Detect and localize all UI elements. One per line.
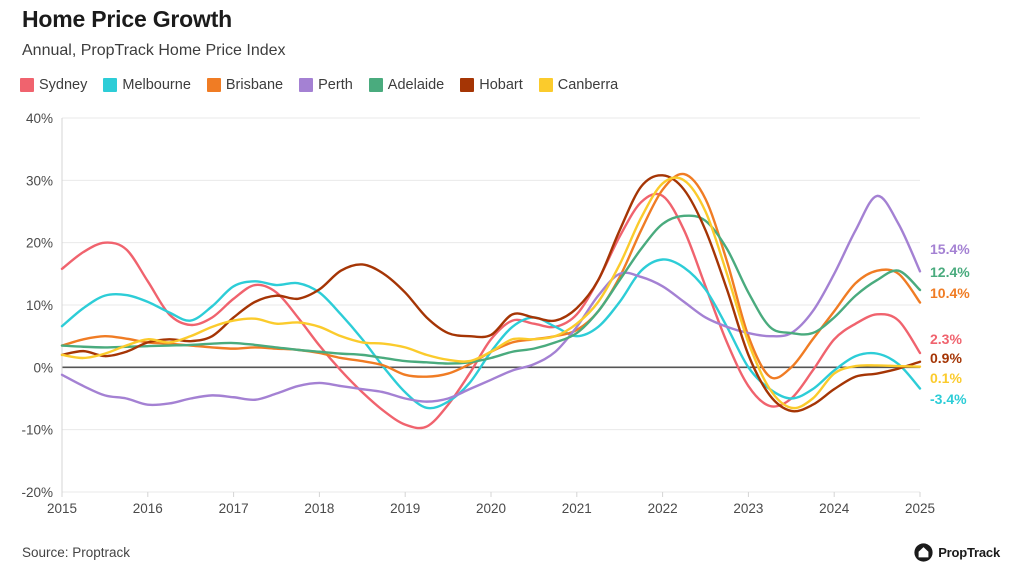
legend-item-hobart[interactable]: Hobart	[460, 77, 523, 93]
y-axis-tick-label: 40%	[26, 111, 53, 126]
series-line-brisbane	[60, 172, 922, 380]
legend-swatch-icon	[20, 78, 34, 92]
end-value-label-hobart: 0.9%	[930, 350, 962, 366]
legend-item-brisbane[interactable]: Brisbane	[206, 77, 284, 93]
series-line-sydney	[60, 192, 922, 430]
x-axis-tick-label: 2017	[219, 501, 249, 516]
x-axis-tick-label: 2025	[905, 501, 935, 516]
source-note: Source: Proptrack	[22, 545, 131, 560]
x-axis-tick-label: 2021	[562, 501, 592, 516]
y-axis-tick-label: 0%	[33, 360, 53, 375]
end-value-label-brisbane: 10.4%	[930, 285, 970, 301]
y-axis-tick-label: -10%	[21, 423, 53, 438]
legend-swatch-icon	[299, 78, 314, 92]
series-line-perth	[60, 194, 922, 407]
legend-item-melbourne[interactable]: Melbourne	[103, 77, 191, 93]
end-value-label-melbourne: -3.4%	[930, 391, 967, 407]
legend-label: Sydney	[39, 77, 88, 93]
legend-swatch-icon	[206, 78, 221, 92]
x-axis-tick-label: 2024	[819, 501, 850, 516]
series-line-canberra	[60, 176, 922, 410]
x-axis-tick-label: 2019	[390, 501, 420, 516]
end-value-label-adelaide: 12.4%	[930, 264, 970, 280]
legend-label: Adelaide	[387, 77, 445, 93]
end-value-label-canberra: 0.1%	[930, 370, 962, 386]
chart-legend: Sydney Melbourne Brisbane Perth Adelaide Hoba…	[20, 77, 634, 93]
legend-swatch-icon	[460, 78, 475, 92]
end-value-label-sydney: 2.3%	[930, 331, 962, 347]
x-axis-tick-label: 2015	[47, 501, 77, 516]
series-line-hobart	[60, 174, 922, 413]
y-axis-tick-label: 20%	[26, 236, 53, 251]
legend-label: Perth	[318, 77, 353, 93]
y-axis-tick-label: -20%	[21, 485, 53, 500]
legend-swatch-icon	[538, 78, 553, 92]
x-axis-tick-label: 2020	[476, 501, 506, 516]
legend-label: Hobart	[479, 77, 523, 93]
page-title: Home Price Growth	[22, 6, 233, 32]
page-subtitle: Annual, PropTrack Home Price Index	[22, 42, 286, 59]
x-axis-tick-label: 2023	[733, 501, 763, 516]
x-axis-tick-label: 2022	[648, 501, 678, 516]
legend-label: Melbourne	[122, 77, 191, 93]
legend-swatch-icon	[103, 78, 118, 92]
y-axis-tick-label: 30%	[26, 173, 53, 188]
legend-label: Brisbane	[225, 77, 284, 93]
series-line-adelaide	[60, 214, 922, 365]
legend-swatch-icon	[368, 78, 383, 92]
legend-label: Canberra	[557, 77, 619, 93]
y-axis-tick-label: 10%	[26, 298, 53, 313]
line-chart: 40% 30% 20% 10% 0% -10% -20%2015 2016 2017 2018 20…	[21, 111, 970, 516]
legend-item-perth[interactable]: Perth	[299, 77, 353, 93]
legend-item-canberra[interactable]: Canberra	[538, 77, 619, 93]
x-axis-tick-label: 2016	[133, 501, 163, 516]
legend-item-sydney[interactable]: Sydney	[20, 77, 87, 93]
proptrack-house-logo-icon	[914, 543, 933, 562]
end-value-label-perth: 15.4%	[930, 241, 970, 257]
brand-logo: PropTrack	[914, 543, 1000, 562]
chart-plot-area: 40% 30% 20% 10% 0% -10% -20% 2015 2016 2017 2018 20…	[0, 104, 1018, 528]
legend-item-adelaide[interactable]: Adelaide	[368, 77, 445, 93]
x-axis-tick-label: 2018	[304, 501, 334, 516]
brand-name: PropTrack	[938, 545, 1000, 560]
